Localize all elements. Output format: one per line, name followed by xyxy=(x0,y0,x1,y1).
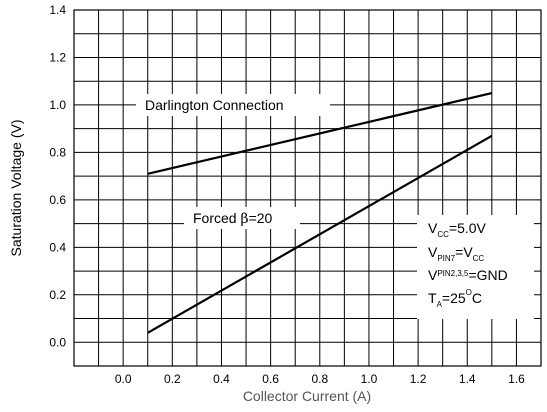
x-tick-label: 0.4 xyxy=(213,372,230,386)
y-tick-label: 0.0 xyxy=(49,335,66,349)
forced-beta-line xyxy=(147,134,493,334)
x-tick-label: 0.2 xyxy=(164,372,181,386)
x-tick-label: 0.6 xyxy=(262,372,279,386)
x-axis-label: Collector Current (A) xyxy=(243,388,371,404)
plot-frame xyxy=(73,9,542,367)
x-tick-labels: 0.0 0.2 0.4 0.6 0.8 1.0 1.2 1.4 1.6 xyxy=(115,372,525,386)
x-tick-label: 1.6 xyxy=(508,372,525,386)
y-tick-label: 1.2 xyxy=(49,50,66,64)
y-tick-label: 1.4 xyxy=(49,3,66,17)
y-tick-label: 0.2 xyxy=(49,288,66,302)
y-tick-label: 1.0 xyxy=(49,98,66,112)
x-tick-label: 1.2 xyxy=(410,372,427,386)
y-tick-label: 0.8 xyxy=(49,145,66,159)
series-lines xyxy=(147,91,493,334)
x-tick-label: 0.0 xyxy=(115,372,132,386)
y-tick-labels: 0.0 0.2 0.4 0.6 0.8 1.0 1.2 1.4 xyxy=(49,3,66,349)
label-forced-beta: Forced β=20 xyxy=(184,207,300,229)
vcc-condition: VCC=5.0V xyxy=(428,220,487,239)
label-darlington: Darlington Connection xyxy=(136,94,330,116)
y-axis-label: Saturation Voltage (V) xyxy=(8,120,24,257)
darlington-line xyxy=(147,91,493,175)
y-tick-label: 0.4 xyxy=(49,240,66,254)
x-tick-label: 1.4 xyxy=(459,372,476,386)
ta-condition: TA=25OC xyxy=(428,288,482,309)
y-tick-label: 0.6 xyxy=(49,193,66,207)
vpin235-condition: VPIN2,3,5=GND xyxy=(428,267,508,283)
conditions-box: VCC=5.0V VPIN7=VCC VPIN2,3,5=GND TA=25OC xyxy=(417,215,534,319)
x-tick-label: 1.0 xyxy=(361,372,378,386)
darlington-label-text: Darlington Connection xyxy=(145,97,284,113)
x-tick-label: 0.8 xyxy=(311,372,328,386)
vpin7-condition: VPIN7=VCC xyxy=(428,244,484,263)
forced-beta-label-text: Forced β=20 xyxy=(193,210,273,227)
